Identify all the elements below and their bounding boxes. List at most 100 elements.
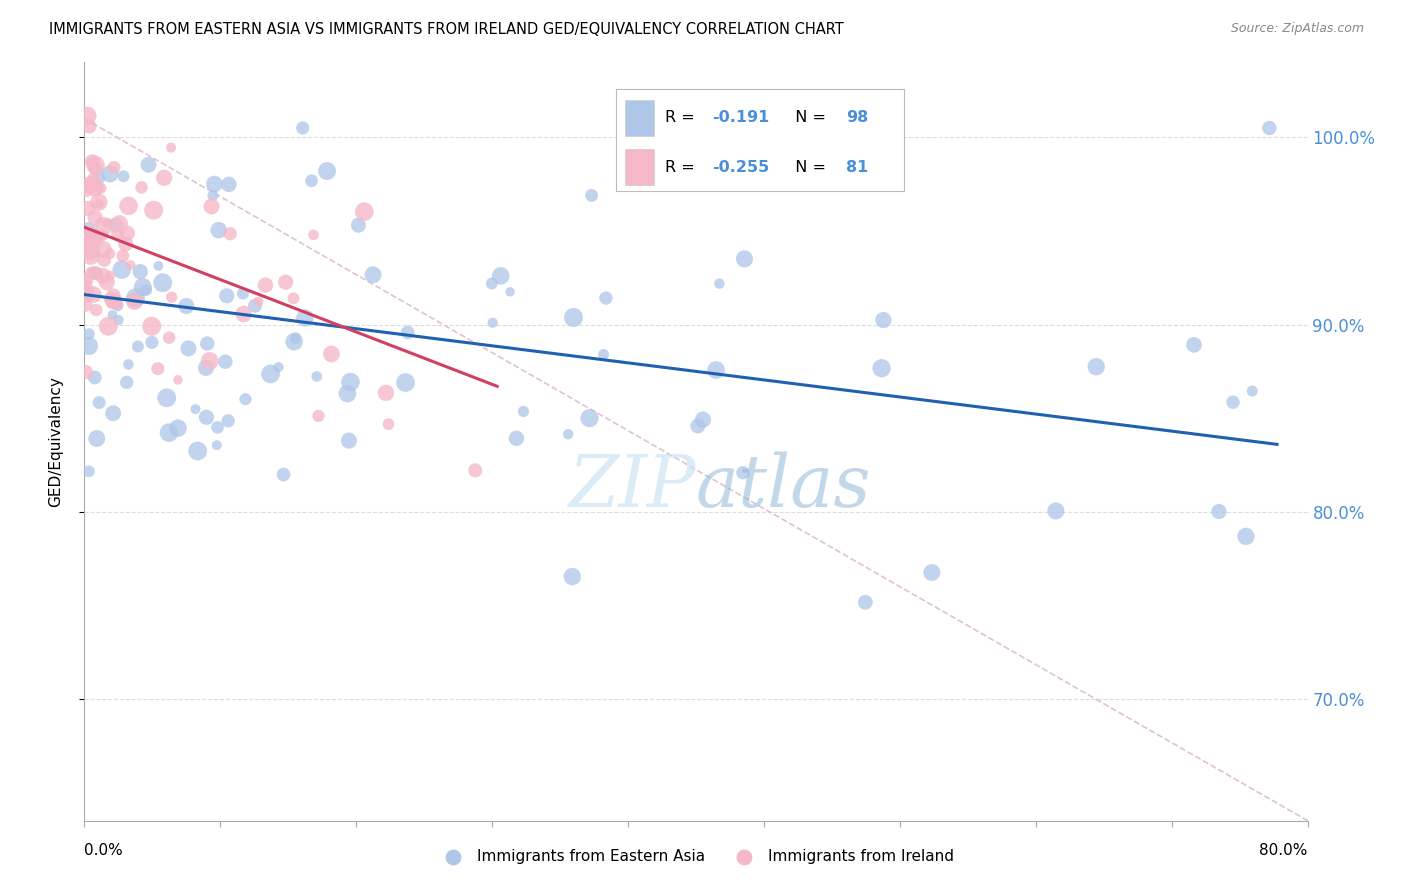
Point xyxy=(195,410,218,425)
Point xyxy=(302,227,325,242)
Point xyxy=(84,158,107,172)
Point xyxy=(80,266,103,280)
Point xyxy=(217,414,239,428)
Point xyxy=(321,347,343,361)
Point xyxy=(167,421,190,435)
Point xyxy=(111,262,134,277)
Point xyxy=(167,373,190,387)
Point xyxy=(499,285,522,299)
Legend: Immigrants from Eastern Asia, Immigrants from Ireland: Immigrants from Eastern Asia, Immigrants… xyxy=(432,843,960,870)
Point xyxy=(77,202,100,216)
Point xyxy=(103,293,125,308)
Point xyxy=(76,229,98,244)
Point xyxy=(291,120,314,135)
Point xyxy=(98,268,121,283)
Point xyxy=(115,376,138,390)
Point xyxy=(853,595,876,609)
Point xyxy=(75,228,97,243)
Point xyxy=(80,229,103,244)
Point xyxy=(117,199,139,213)
Point xyxy=(157,425,180,440)
Point xyxy=(98,246,121,260)
Point xyxy=(107,227,129,241)
Point xyxy=(98,292,121,306)
Point xyxy=(243,299,266,313)
Point xyxy=(562,310,585,325)
Point xyxy=(86,266,108,280)
Point xyxy=(77,220,100,235)
Point xyxy=(112,169,135,184)
Point xyxy=(157,331,180,345)
FancyBboxPatch shape xyxy=(616,89,904,191)
Point xyxy=(336,386,359,401)
Point xyxy=(218,178,240,192)
Text: 80.0%: 80.0% xyxy=(1260,843,1308,858)
Point xyxy=(114,236,136,251)
Point xyxy=(215,289,238,303)
Point xyxy=(214,355,236,369)
Point xyxy=(308,409,330,423)
Point xyxy=(396,326,419,340)
Point xyxy=(91,228,114,243)
Point xyxy=(141,319,163,334)
Point xyxy=(377,417,399,432)
Point xyxy=(75,181,97,195)
Point xyxy=(83,180,105,194)
Point xyxy=(232,286,254,301)
Point xyxy=(1258,120,1281,135)
Point xyxy=(870,361,893,376)
Point xyxy=(93,252,115,267)
Point xyxy=(201,188,224,202)
Point xyxy=(83,266,105,280)
Text: R =: R = xyxy=(665,111,700,125)
Point xyxy=(80,244,103,258)
Point xyxy=(1085,359,1108,374)
Point xyxy=(111,249,134,263)
Point xyxy=(283,291,305,305)
Point xyxy=(91,268,114,283)
Point xyxy=(76,235,98,250)
Text: 0.0%: 0.0% xyxy=(84,843,124,858)
Point xyxy=(101,406,124,420)
Point xyxy=(686,418,709,433)
Point xyxy=(75,287,97,301)
Point xyxy=(87,395,110,409)
Point xyxy=(107,313,129,327)
Point xyxy=(117,226,139,240)
Point xyxy=(132,280,155,294)
Y-axis label: GED/Equivalency: GED/Equivalency xyxy=(49,376,63,507)
Point xyxy=(75,273,97,287)
Text: 98: 98 xyxy=(846,111,869,125)
Point xyxy=(1222,395,1244,409)
Point xyxy=(259,367,281,381)
Point xyxy=(153,170,176,185)
Point xyxy=(557,427,579,442)
Point xyxy=(84,161,107,176)
Point xyxy=(232,307,254,321)
Point xyxy=(82,235,104,249)
Point xyxy=(1045,504,1067,518)
Point xyxy=(581,188,603,202)
Point xyxy=(267,360,290,375)
Point xyxy=(921,566,943,580)
Point xyxy=(117,358,139,372)
Point xyxy=(347,218,370,232)
Point xyxy=(505,431,527,445)
Point xyxy=(96,275,118,289)
Point xyxy=(731,466,754,480)
Point xyxy=(1208,504,1230,518)
Point xyxy=(101,308,124,322)
Point xyxy=(83,171,105,186)
Text: N =: N = xyxy=(786,111,831,125)
Point xyxy=(247,294,270,309)
Point xyxy=(76,109,98,123)
Point xyxy=(86,432,108,446)
Point xyxy=(124,294,146,309)
Point xyxy=(337,434,360,448)
Point xyxy=(83,370,105,384)
Point xyxy=(294,310,316,325)
Point xyxy=(578,411,600,425)
Point xyxy=(592,347,614,361)
Point xyxy=(274,275,297,289)
Point xyxy=(87,230,110,244)
